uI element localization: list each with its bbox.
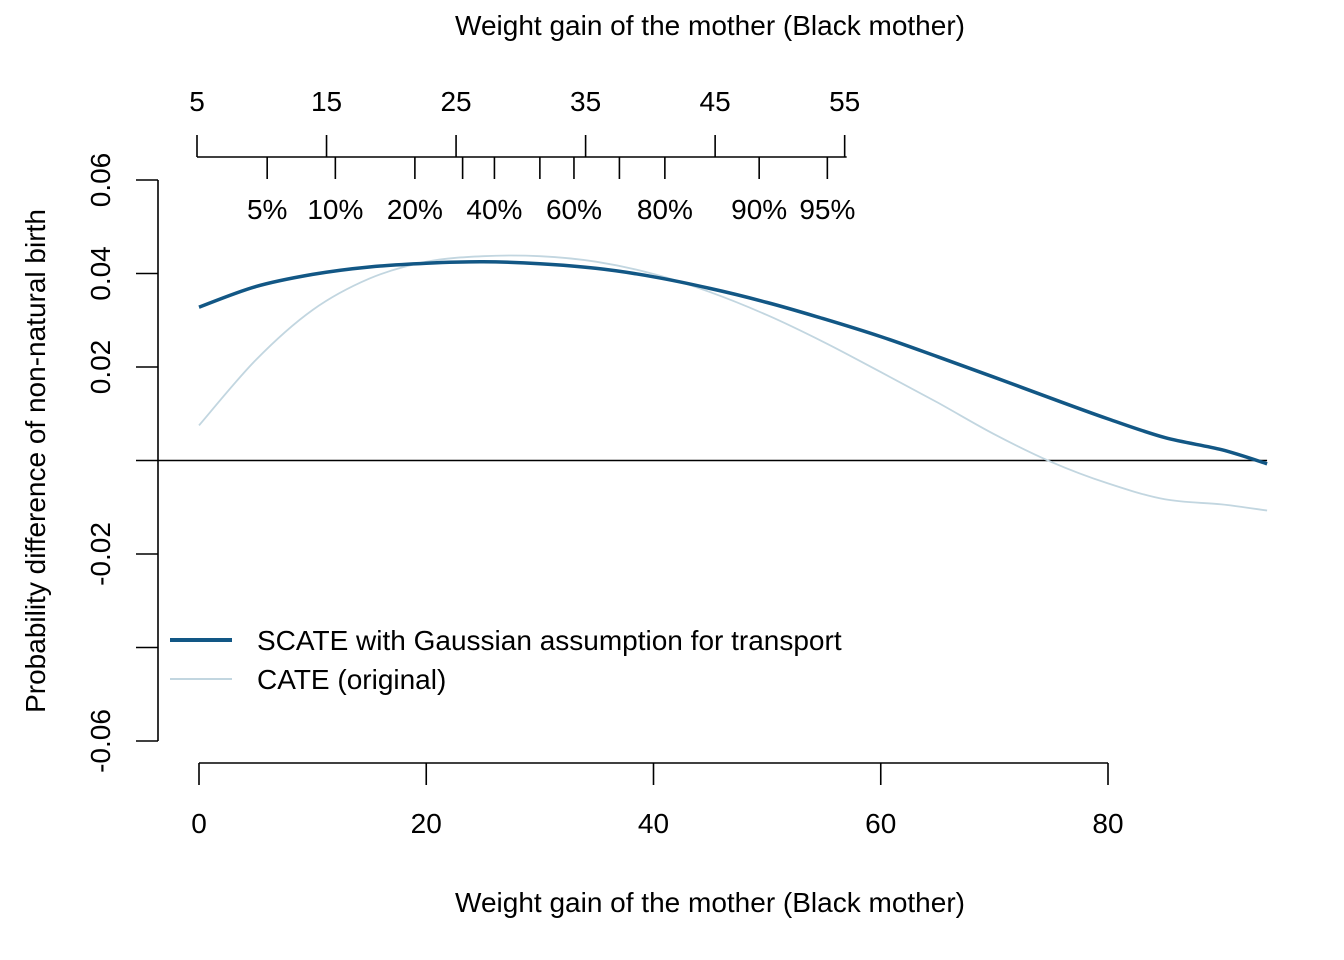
top-value-label: 25 (440, 86, 471, 117)
x-tick-label: 60 (865, 808, 896, 839)
top-axis-title: Weight gain of the mother (Black mother) (455, 10, 965, 41)
x-tick-label: 40 (638, 808, 669, 839)
series-line-scate (198, 260, 1268, 466)
y-tick-label: 0.04 (85, 246, 116, 301)
y-tick-label: -0.06 (85, 709, 116, 773)
top-value-label: 55 (829, 86, 860, 117)
series-group (198, 254, 1268, 512)
x-tick-label: 20 (411, 808, 442, 839)
y-axis: -0.06 -0.02 0.02 0.04 0.06 (85, 153, 159, 773)
top-value-label: 45 (700, 86, 731, 117)
top-value-label: 15 (311, 86, 342, 117)
legend-label-scate: SCATE with Gaussian assumption for trans… (257, 625, 842, 656)
legend-label-cate: CATE (original) (257, 664, 446, 695)
x-tick-label: 0 (191, 808, 207, 839)
series-line-cate (198, 254, 1268, 512)
y-axis-title: Probability difference of non-natural bi… (20, 209, 51, 713)
y-tick-label: 0.06 (85, 153, 116, 208)
x-tick-label: 80 (1092, 808, 1123, 839)
top-percentile-label: 40% (466, 194, 522, 225)
top-value-label: 5 (189, 86, 205, 117)
top-percentile-label: 90% (731, 194, 787, 225)
x-axis-title: Weight gain of the mother (Black mother) (455, 887, 965, 918)
x-axis: 0 20 40 60 80 (191, 762, 1124, 839)
top-percentile-label: 20% (387, 194, 443, 225)
top-percentile-label: 80% (637, 194, 693, 225)
top-percentile-label: 5% (247, 194, 287, 225)
top-value-label: 35 (570, 86, 601, 117)
top-percentile-label: 10% (307, 194, 363, 225)
top-percentile-label: 60% (546, 194, 602, 225)
y-tick-label: -0.02 (85, 522, 116, 586)
top-percentile-label: 95% (799, 194, 855, 225)
top-axis: 5 15 25 35 45 55 5% 10% 20% 40% 60% 80% 90% 95% (189, 86, 860, 225)
y-tick-label: 0.02 (85, 340, 116, 395)
legend: SCATE with Gaussian assumption for trans… (170, 625, 842, 695)
